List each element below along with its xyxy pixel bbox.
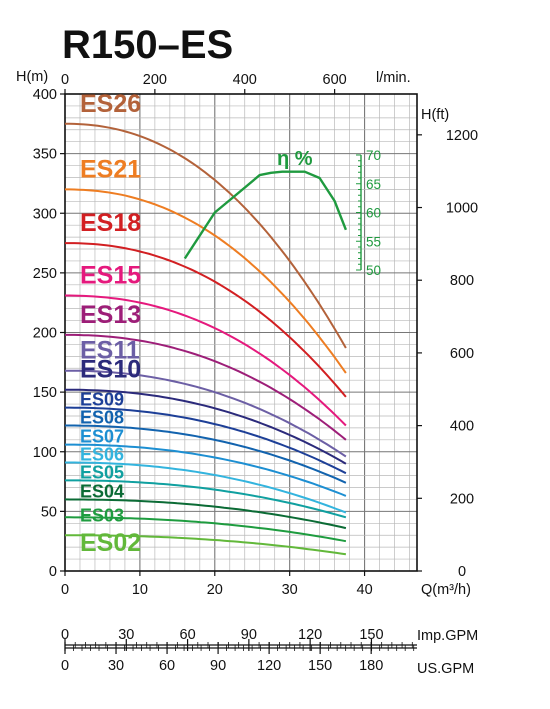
curve-es11: [65, 369, 347, 458]
curve-es10: [65, 388, 347, 465]
curve-es03: [65, 516, 347, 543]
y-right-tick-label: 600: [450, 346, 474, 362]
series-label-es08: ES08: [80, 408, 124, 428]
y-left-tick-label: 100: [33, 445, 57, 461]
curve-es06: [65, 461, 347, 514]
x-axis-label: Q(m³/h): [421, 582, 471, 598]
efficiency-tick-label: 50: [366, 263, 381, 278]
y-left-tick-label: 350: [33, 147, 57, 163]
y-right-axis-label: H(ft): [421, 107, 449, 123]
x-top-tick-label: 200: [143, 72, 167, 88]
us-gpm-tick-label: 60: [159, 658, 175, 674]
chart-title: R150–ES: [62, 23, 233, 67]
efficiency-curve: [183, 170, 348, 260]
curve-es21: [65, 188, 347, 374]
series-label-es03: ES03: [80, 505, 124, 525]
curve-es09: [65, 406, 347, 475]
imp-gpm-tick-label: 120: [298, 627, 322, 643]
x-top-tick-label: 400: [233, 72, 257, 88]
y-right-tick-label: 800: [450, 273, 474, 289]
x-top-tick-label: 0: [61, 72, 69, 88]
imp-gpm-tick-label: 60: [180, 627, 196, 643]
us-gpm-label: US.GPM: [417, 661, 474, 677]
x-tick-label: 30: [282, 582, 298, 598]
us-gpm-tick-label: 120: [257, 658, 281, 674]
imp-gpm-label: Imp.GPM: [417, 628, 478, 644]
x-top-tick-label: 600: [323, 72, 347, 88]
curve-es26: [65, 122, 347, 349]
y-left-tick-label: 250: [33, 266, 57, 282]
curve-es04: [64, 498, 347, 530]
series-label-es02: ES02: [80, 529, 141, 557]
series-label-es13: ES13: [80, 301, 141, 329]
y-left-tick-label: 400: [33, 87, 57, 103]
y-right-tick-label: 0: [458, 564, 466, 580]
efficiency-label: η %: [277, 148, 313, 170]
y-right-tick-label: 400: [450, 419, 474, 435]
y-right-tick-label: 1200: [446, 128, 478, 144]
x-tick-label: 0: [61, 582, 69, 598]
efficiency-curve-group: 50 55 60 65 70: [183, 148, 381, 278]
series-label-es04: ES04: [80, 481, 124, 501]
series-label-es15: ES15: [80, 262, 141, 290]
x-tick-label: 40: [357, 582, 373, 598]
efficiency-tick-label: 55: [366, 234, 381, 249]
y-left-tick-label: 150: [33, 385, 57, 401]
curve-es02: [65, 534, 347, 556]
series-label-es06: ES06: [80, 444, 124, 464]
curve-es13: [65, 333, 347, 441]
efficiency-tick-label: 60: [366, 206, 381, 221]
efficiency-tick-label: 65: [366, 177, 381, 192]
y-left-tick-label: 300: [33, 206, 57, 222]
imp-gpm-tick-label: 30: [118, 627, 134, 643]
curve-es07: [65, 443, 347, 497]
curve-es08: [65, 424, 347, 484]
y-right-tick-label: 1000: [446, 201, 478, 217]
x-tick-label: 20: [207, 582, 223, 598]
curve-es18: [65, 242, 347, 398]
series-label-es21: ES21: [80, 155, 141, 183]
y-left-tick-label: 0: [49, 564, 57, 580]
series-label-es05: ES05: [80, 462, 124, 482]
curve-es05: [65, 479, 347, 519]
imp-gpm-tick-label: 0: [61, 627, 69, 643]
y-left-tick-label: 200: [33, 326, 57, 342]
x-tick-label: 10: [132, 582, 148, 598]
series-label-es09: ES09: [80, 390, 124, 410]
curve-es15: [65, 294, 347, 427]
series-label-es11: ES11: [80, 337, 140, 365]
curves: [64, 122, 347, 556]
y-left-tick-label: 50: [41, 504, 57, 520]
series-label-es07: ES07: [80, 427, 124, 447]
x-top-axis-unit: l/min.: [376, 70, 411, 86]
imp-gpm-tick-label: 90: [241, 627, 257, 643]
us-gpm-tick-label: 150: [308, 658, 332, 674]
series-label-es26: ES26: [80, 90, 141, 118]
series-label-es10: ES10: [80, 356, 141, 384]
us-gpm-tick-label: 0: [61, 658, 69, 674]
us-gpm-tick-label: 180: [359, 658, 383, 674]
y-right-tick-label: 200: [450, 491, 474, 507]
imp-gpm-tick-label: 150: [359, 627, 383, 643]
us-gpm-tick-label: 90: [210, 658, 226, 674]
us-gpm-tick-label: 30: [108, 658, 124, 674]
y-left-axis-label: H(m): [16, 69, 48, 85]
series-label-es18: ES18: [80, 209, 141, 237]
efficiency-tick-label: 70: [366, 148, 381, 163]
